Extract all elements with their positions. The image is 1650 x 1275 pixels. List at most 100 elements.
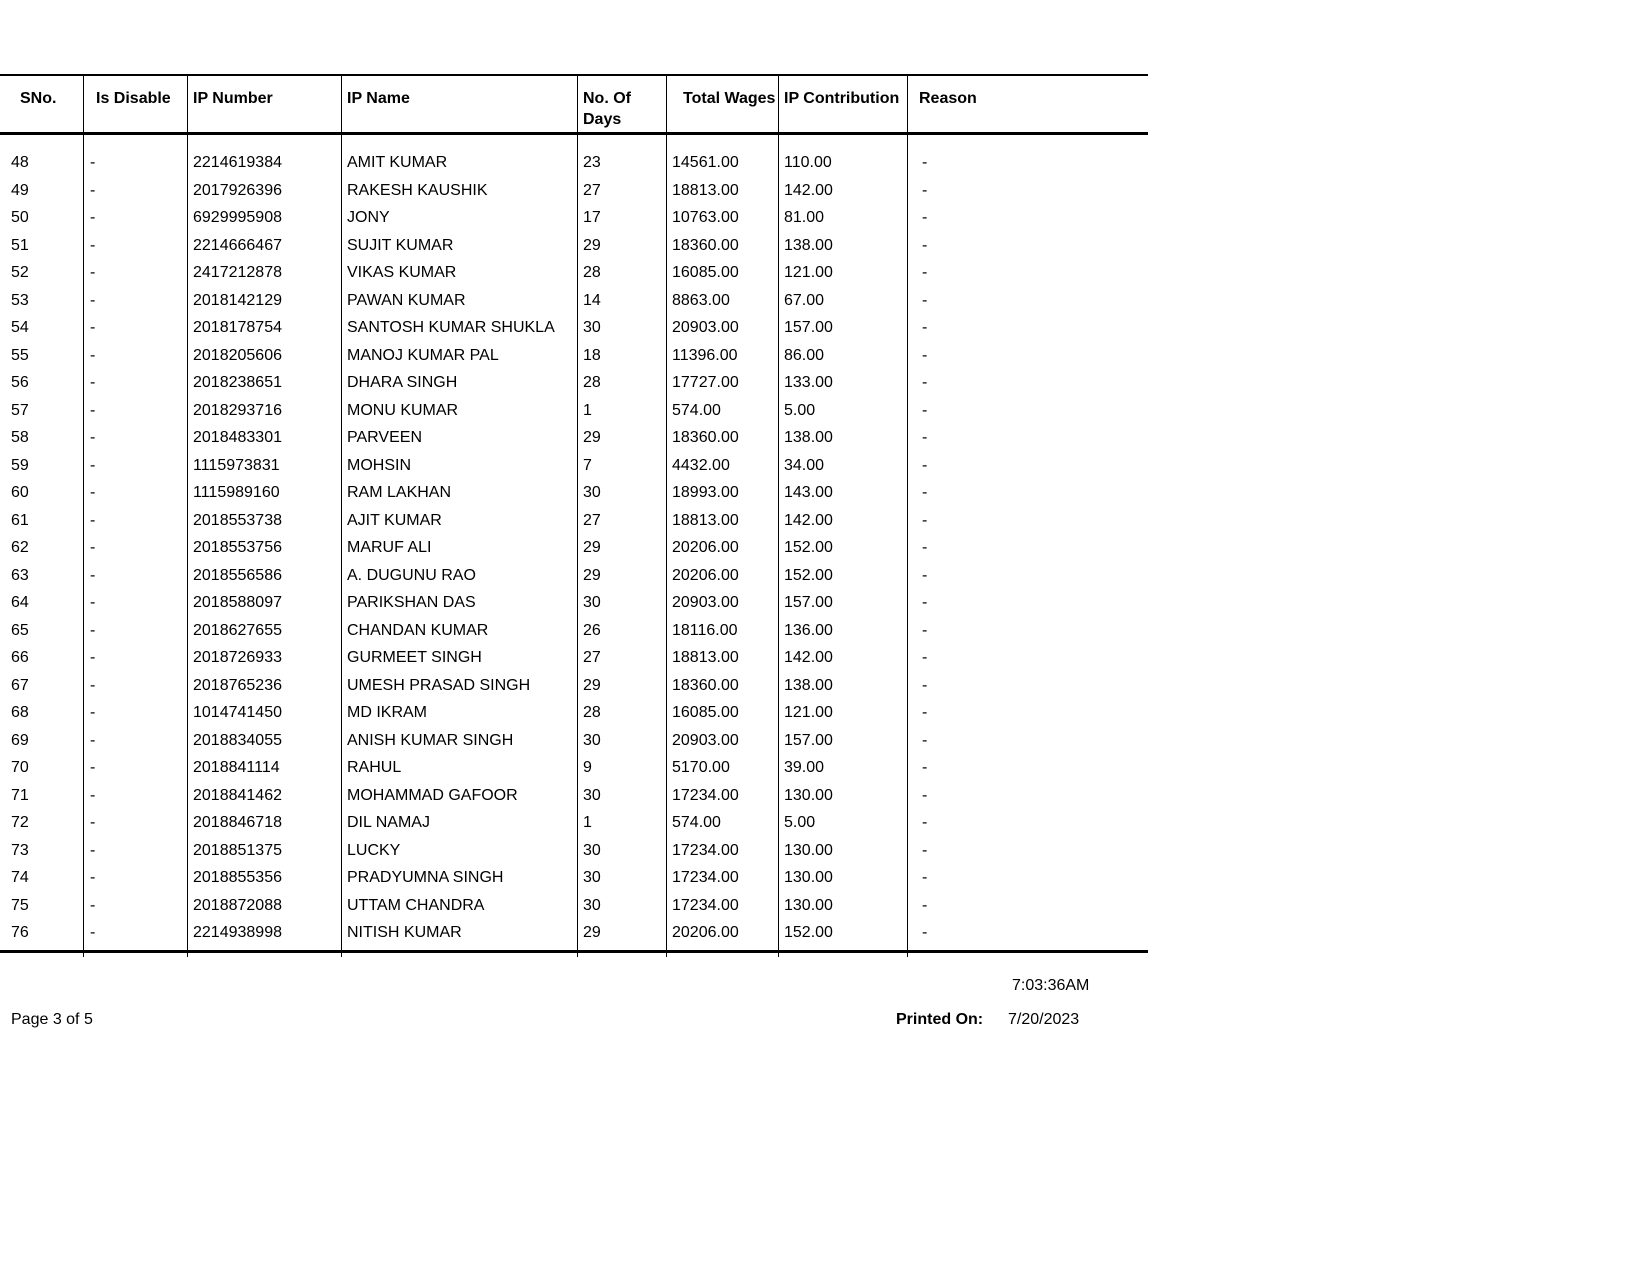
cell-total-wages: 4432.00 [666, 454, 778, 482]
cell-no-of-days: 30 [577, 784, 666, 812]
cell-ip-contribution: 152.00 [778, 537, 907, 565]
cell-ip-name: UMESH PRASAD SINGH [341, 674, 577, 702]
cell-no-of-days: 30 [577, 894, 666, 922]
cell-ip-name: MANOJ KUMAR PAL [341, 344, 577, 372]
cell-reason: - [907, 289, 1148, 317]
table-row: 69-2018834055 ANISH KUMAR SINGH 30 20903.00… [0, 729, 1148, 757]
contribution-table: SNo. Is Disable IP Number IP Name No. Of Day… [0, 74, 1148, 957]
cell-ip-number: 2018851375 [187, 839, 341, 867]
table-row: 76-2214938998 NITISH KUMAR 29 20206.00 152.0… [0, 922, 1148, 950]
cell-reason: - [907, 619, 1148, 647]
cell-reason: - [907, 317, 1148, 345]
cell-reason: - [907, 537, 1148, 565]
cell-sno: 66 [11, 649, 29, 666]
cell-ip-contribution: 130.00 [778, 867, 907, 895]
cell-ip-contribution: 39.00 [778, 757, 907, 785]
cell-ip-name: AJIT KUMAR [341, 509, 577, 537]
cell-no-of-days: 27 [577, 509, 666, 537]
cell-no-of-days: 30 [577, 482, 666, 510]
cell-ip-contribution: 110.00 [778, 152, 907, 180]
cell-no-of-days: 30 [577, 867, 666, 895]
cell-ip-name: RAHUL [341, 757, 577, 785]
cell-total-wages: 11396.00 [666, 344, 778, 372]
cell-total-wages: 17234.00 [666, 784, 778, 812]
cell-is-disable: - [83, 152, 187, 180]
cell-ip-name: VIKAS KUMAR [341, 262, 577, 290]
cell-ip-name: SUJIT KUMAR [341, 234, 577, 262]
table-row: 67-2018765236 UMESH PRASAD SINGH 29 18360.0… [0, 674, 1148, 702]
cell-no-of-days: 29 [577, 427, 666, 455]
cell-ip-number: 2018205606 [187, 344, 341, 372]
cell-ip-contribution: 86.00 [778, 344, 907, 372]
cell-sno: 76 [11, 924, 29, 941]
table-row: 74-2018855356 PRADYUMNA SINGH 30 17234.00 13… [0, 867, 1148, 895]
cell-ip-number: 2018841462 [187, 784, 341, 812]
cell-is-disable: - [83, 647, 187, 675]
table-row: 68-1014741450 MD IKRAM 28 16085.00 121.00- [0, 702, 1148, 730]
table-row: 53-2018142129 PAWAN KUMAR 14 8863.00 67.00- [0, 289, 1148, 317]
cell-ip-name: JONY [341, 207, 577, 235]
cell-ip-name: CHANDAN KUMAR [341, 619, 577, 647]
cell-reason: - [907, 702, 1148, 730]
table-row: 56-2018238651 DHARA SINGH 28 17727.00 133.00… [0, 372, 1148, 400]
table-row: 57-2018293716 MONU KUMAR 1 574.00 5.00- [0, 399, 1148, 427]
cell-is-disable: - [83, 839, 187, 867]
cell-no-of-days: 26 [577, 619, 666, 647]
table-row: 73-2018851375 LUCKY 30 17234.00 130.00- [0, 839, 1148, 867]
cell-total-wages: 18360.00 [666, 234, 778, 262]
cell-is-disable: - [83, 592, 187, 620]
cell-ip-contribution: 121.00 [778, 702, 907, 730]
cell-reason: - [907, 867, 1148, 895]
cell-sno: 59 [11, 456, 29, 474]
table-row: 71-2018841462 MOHAMMAD GAFOOR 30 17234.00 13… [0, 784, 1148, 812]
cell-sno: 48 [11, 154, 29, 171]
cell-ip-number: 2018483301 [187, 427, 341, 455]
cell-total-wages: 8863.00 [666, 289, 778, 317]
cell-ip-name: RAKESH KAUSHIK [341, 179, 577, 207]
cell-no-of-days: 27 [577, 647, 666, 675]
cell-ip-name: AMIT KUMAR [341, 152, 577, 180]
cell-is-disable: - [83, 289, 187, 317]
cell-total-wages: 18993.00 [666, 482, 778, 510]
cell-ip-number: 2017926396 [187, 179, 341, 207]
cell-total-wages: 20903.00 [666, 592, 778, 620]
header-ip-number: IP Number [187, 76, 341, 132]
cell-total-wages: 18116.00 [666, 619, 778, 647]
cell-ip-contribution: 81.00 [778, 207, 907, 235]
cell-is-disable: - [83, 207, 187, 235]
cell-ip-number: 2018834055 [187, 729, 341, 757]
cell-total-wages: 574.00 [666, 399, 778, 427]
cell-ip-contribution: 157.00 [778, 592, 907, 620]
cell-reason: - [907, 427, 1148, 455]
cell-ip-contribution: 121.00 [778, 262, 907, 290]
cell-is-disable: - [83, 372, 187, 400]
cell-no-of-days: 28 [577, 702, 666, 730]
cell-no-of-days: 29 [577, 537, 666, 565]
cell-no-of-days: 29 [577, 922, 666, 950]
cell-no-of-days: 1 [577, 812, 666, 840]
cell-total-wages: 18813.00 [666, 179, 778, 207]
cell-is-disable: - [83, 812, 187, 840]
cell-ip-contribution: 34.00 [778, 454, 907, 482]
cell-sno: 74 [11, 869, 29, 886]
cell-ip-contribution: 157.00 [778, 729, 907, 757]
cell-is-disable: - [83, 757, 187, 785]
table-end [0, 949, 1148, 957]
cell-sno: 65 [11, 621, 29, 639]
cell-ip-name: DIL NAMAJ [341, 812, 577, 840]
cell-ip-number: 2018553756 [187, 537, 341, 565]
cell-no-of-days: 29 [577, 564, 666, 592]
table-row: 54-2018178754 SANTOSH KUMAR SHUKLA 30 20903… [0, 317, 1148, 345]
table-row: 61-2018553738 AJIT KUMAR 27 18813.00 142.00- [0, 509, 1148, 537]
cell-total-wages: 17234.00 [666, 867, 778, 895]
cell-ip-contribution: 157.00 [778, 317, 907, 345]
cell-is-disable: - [83, 454, 187, 482]
cell-total-wages: 20903.00 [666, 729, 778, 757]
cell-ip-name: GURMEET SINGH [341, 647, 577, 675]
table-row: 60-1115989160 RAM LAKHAN 30 18993.00 143.00- [0, 482, 1148, 510]
table-row: 55-2018205606 MANOJ KUMAR PAL 18 11396.00 86… [0, 344, 1148, 372]
cell-total-wages: 17234.00 [666, 894, 778, 922]
cell-is-disable: - [83, 179, 187, 207]
cell-ip-contribution: 138.00 [778, 674, 907, 702]
cell-reason: - [907, 564, 1148, 592]
